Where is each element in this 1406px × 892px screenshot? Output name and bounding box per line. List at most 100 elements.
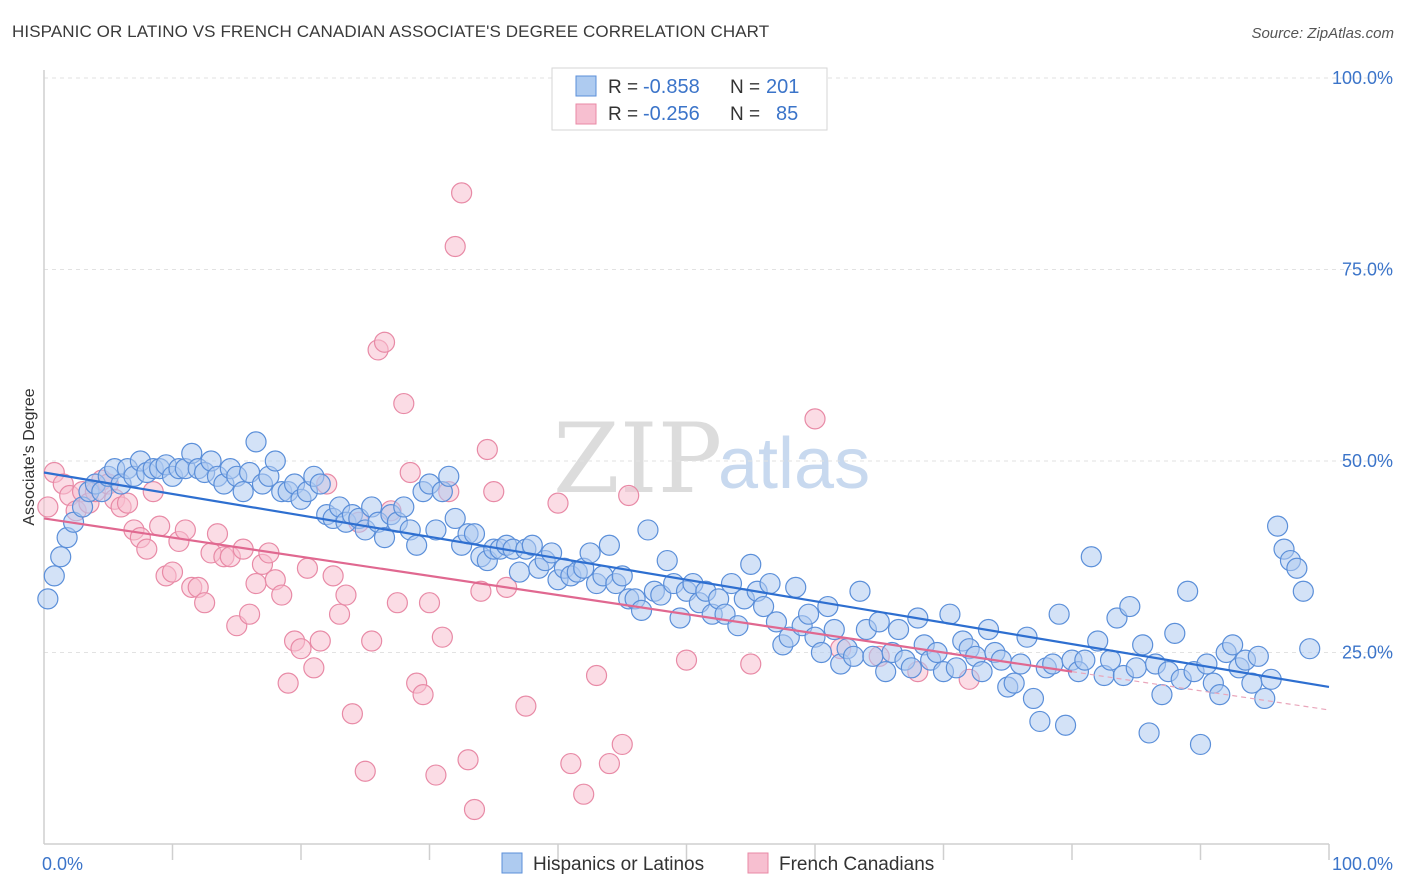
french-canadian-point-42 xyxy=(309,630,331,652)
french-canadian-point-79 xyxy=(675,649,698,671)
hispanic-point-162 xyxy=(1080,546,1102,568)
legend-n-value-2: 85 xyxy=(776,103,798,125)
french-canadian-point-21 xyxy=(174,519,196,541)
trend-lines xyxy=(43,471,1330,711)
hispanic-point-92 xyxy=(630,599,653,621)
french-canadian-point-76 xyxy=(598,752,621,775)
legend-swatch-pink xyxy=(575,103,597,125)
french-canadian-point-40 xyxy=(296,557,319,579)
legend-n-label-2: N = xyxy=(730,104,760,125)
y-tick-labels: 25.0% 50.0% 75.0% 100.0% xyxy=(1332,68,1393,663)
hispanic-point-140 xyxy=(939,603,961,625)
stats-legend: R = -0.858 N = 201 R = -0.256 N = 85 xyxy=(551,67,828,131)
hispanic-point-125 xyxy=(842,645,865,667)
french-canadian-point-39 xyxy=(290,638,312,660)
bottom-legend-swatch-pink xyxy=(747,852,769,874)
french-canadian-point-12 xyxy=(116,492,139,514)
french-canadian-point-73 xyxy=(560,752,582,775)
french-canadian-point-64 xyxy=(451,182,473,204)
hispanic-point-173 xyxy=(1151,684,1173,706)
hispanic-point-150 xyxy=(1003,672,1025,694)
hispanic-point-84 xyxy=(579,542,601,564)
french-canadian-point-45 xyxy=(328,603,351,625)
hispanic-point-153 xyxy=(1022,687,1045,710)
bottom-legend-swatch-blue xyxy=(501,852,523,874)
y-tick-label-50: 50.0% xyxy=(1342,451,1393,471)
hispanic-point-63 xyxy=(444,507,466,530)
y-axis-label: Associate's Degree xyxy=(21,388,38,525)
french-canadian-point-0 xyxy=(37,496,59,518)
y-tick-label-75: 75.0% xyxy=(1342,260,1393,280)
french-canadian-point-31 xyxy=(239,603,261,625)
hispanic-point-175 xyxy=(1164,622,1186,644)
hispanic-point-156 xyxy=(1042,653,1064,675)
hispanic-point-52 xyxy=(373,526,396,549)
hispanic-point-196 xyxy=(1299,638,1321,660)
hispanic-point-134 xyxy=(900,657,922,679)
hispanic-point-170 xyxy=(1132,634,1154,656)
hispanic-point-57 xyxy=(406,534,428,556)
hispanic-point-171 xyxy=(1138,722,1160,744)
hispanic-point-126 xyxy=(849,580,871,602)
french-canadian-point-41 xyxy=(303,657,325,679)
legend-n-label-1: N = xyxy=(730,77,760,98)
legend-r-label-2: R = xyxy=(608,104,638,125)
hispanic-point-161 xyxy=(1074,649,1096,671)
hispanic-point-189 xyxy=(1254,687,1276,710)
series-legend: Hispanics or Latinos French Canadians xyxy=(501,852,934,875)
french-canadian-point-81 xyxy=(804,408,826,430)
french-canadian-point-58 xyxy=(412,684,434,706)
legend-swatch-blue xyxy=(575,75,597,97)
french-canadian-point-59 xyxy=(418,592,441,614)
french-canadian-point-49 xyxy=(354,760,376,782)
french-canadian-point-52 xyxy=(373,331,396,353)
hispanic-point-118 xyxy=(797,603,820,625)
hispanic-point-0 xyxy=(37,588,59,610)
french-canadian-point-26 xyxy=(206,523,229,545)
french-canadian-point-50 xyxy=(361,630,383,652)
hispanics-points xyxy=(37,431,1321,756)
x-tick-label-max: 100.0% xyxy=(1332,854,1393,874)
french-canadian-point-36 xyxy=(271,584,293,606)
french-canadian-point-44 xyxy=(322,565,344,587)
hispanic-point-180 xyxy=(1196,653,1218,675)
french-canadian-point-61 xyxy=(431,626,453,648)
french-canadian-point-65 xyxy=(457,749,479,771)
hispanic-point-116 xyxy=(785,576,807,598)
french-canadian-point-63 xyxy=(444,235,466,258)
bottom-legend-label-1: Hispanics or Latinos xyxy=(533,854,704,875)
hispanic-point-30 xyxy=(232,481,254,503)
french-canadian-point-71 xyxy=(515,695,537,717)
hispanic-point-158 xyxy=(1054,714,1077,736)
hispanic-point-109 xyxy=(740,553,762,576)
hispanic-point-62 xyxy=(438,465,460,487)
hispanic-point-188 xyxy=(1247,645,1269,667)
french-canadian-point-54 xyxy=(386,592,408,614)
hispanic-point-107 xyxy=(727,615,749,637)
x-axis-ticks xyxy=(171,844,1330,860)
hispanic-point-2 xyxy=(50,546,72,568)
hispanic-point-93 xyxy=(637,519,659,541)
hispanic-point-55 xyxy=(393,496,415,518)
hispanic-point-60 xyxy=(425,519,447,541)
hispanic-point-182 xyxy=(1209,684,1231,706)
french-canadian-point-17 xyxy=(149,515,171,537)
french-canadian-point-24 xyxy=(194,592,216,614)
hispanic-point-98 xyxy=(669,607,691,629)
french-canadian-point-72 xyxy=(547,492,569,514)
hispanics-trend-line xyxy=(43,471,1330,689)
hispanic-point-35 xyxy=(264,450,286,472)
hispanic-point-145 xyxy=(971,661,993,683)
source-label: Source: ZipAtlas.com xyxy=(1251,25,1394,42)
hispanic-point-129 xyxy=(868,611,890,633)
hispanic-point-32 xyxy=(245,431,267,453)
hispanic-point-141 xyxy=(945,657,967,679)
french-canadian-point-32 xyxy=(245,572,267,595)
hispanic-point-87 xyxy=(598,534,621,556)
french-canadian-point-74 xyxy=(573,783,595,805)
french-canadian-point-80 xyxy=(740,653,762,675)
hispanic-point-75 xyxy=(521,534,543,556)
french-canadian-point-77 xyxy=(611,733,633,756)
hispanic-point-177 xyxy=(1177,580,1199,602)
